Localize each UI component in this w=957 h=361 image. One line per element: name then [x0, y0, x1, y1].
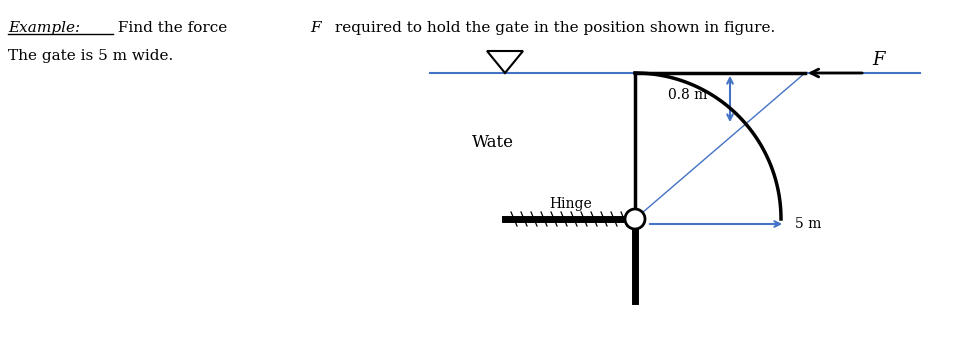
- Text: 0.8 m: 0.8 m: [668, 88, 707, 102]
- Text: Hinge: Hinge: [549, 197, 592, 211]
- Text: F: F: [872, 51, 884, 69]
- Text: required to hold the gate in the position shown in figure.: required to hold the gate in the positio…: [330, 21, 775, 35]
- Text: Example:: Example:: [8, 21, 80, 35]
- Text: Find the force: Find the force: [113, 21, 233, 35]
- Text: 5 m: 5 m: [795, 217, 821, 231]
- Text: The gate is 5 m wide.: The gate is 5 m wide.: [8, 49, 173, 63]
- Circle shape: [625, 209, 645, 229]
- Text: F: F: [310, 21, 321, 35]
- Text: Wate: Wate: [472, 135, 514, 152]
